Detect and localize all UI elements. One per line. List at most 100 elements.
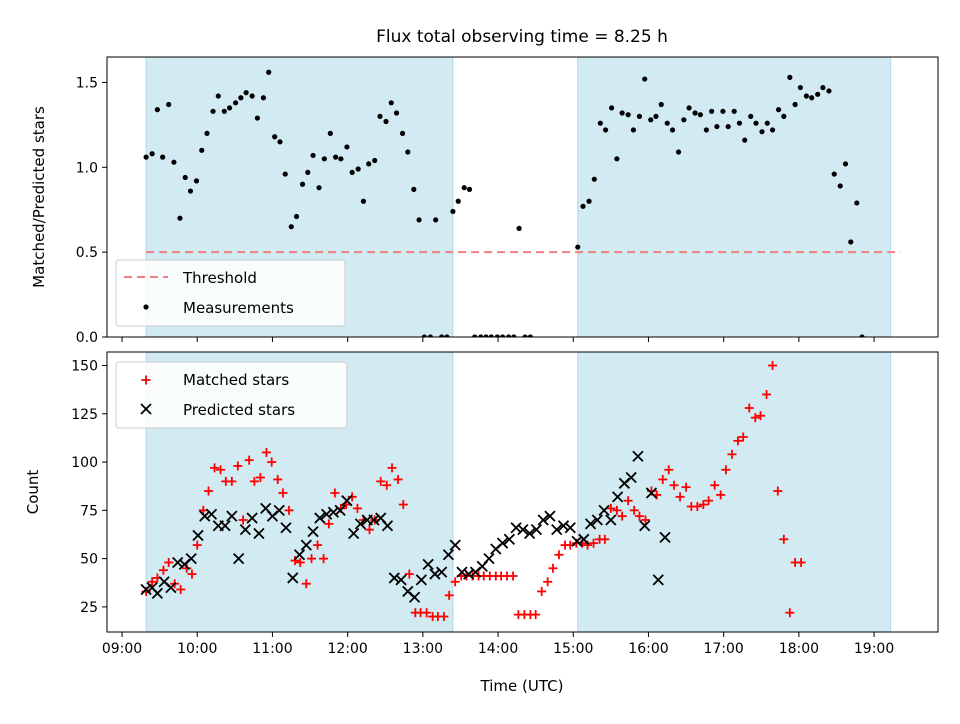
- predicted-star-point: [483, 552, 495, 565]
- measurement-point: [859, 334, 865, 337]
- matched-star-point: [744, 403, 754, 413]
- matched-star-point: [664, 465, 674, 475]
- matched-star-point: [675, 492, 685, 502]
- matched-star-point: [255, 473, 265, 483]
- measurement-point: [204, 130, 210, 136]
- measurement-point: [669, 127, 676, 133]
- measurement-point: [842, 161, 849, 167]
- measurement-point: [187, 188, 194, 194]
- measurement-point: [609, 105, 615, 111]
- measurement-point: [697, 112, 703, 118]
- measurement-point: [748, 113, 754, 119]
- matched-star-point: [768, 361, 778, 371]
- matched-star-point: [450, 577, 460, 587]
- measurement-point: [472, 334, 478, 337]
- predicted-star-point: [348, 527, 360, 540]
- predicted-star-point: [140, 583, 152, 596]
- measurement-point: [720, 108, 726, 114]
- legend-matched-label: Matched stars: [183, 371, 289, 389]
- measurement-point: [349, 169, 355, 175]
- matched-star-point: [295, 557, 305, 567]
- measurement-point: [388, 100, 394, 106]
- measurement-point: [854, 200, 860, 206]
- measurement-point: [299, 181, 306, 187]
- predicted-star-point: [436, 566, 448, 578]
- predicted-star-point: [314, 512, 326, 524]
- matched-star-point: [606, 503, 616, 513]
- matched-star-point: [238, 515, 248, 525]
- matched-star-point: [404, 569, 414, 579]
- x-tick-label: 12:00: [327, 641, 367, 657]
- matched-star-point: [508, 571, 518, 581]
- matched-star-point: [267, 457, 277, 467]
- measurement-point: [160, 154, 166, 160]
- matched-star-point: [756, 411, 766, 421]
- measurement-point: [731, 108, 737, 114]
- predicted-star-point: [632, 450, 644, 462]
- matched-star-point: [785, 608, 795, 618]
- measurement-point: [421, 334, 427, 337]
- predicted-star-point: [463, 568, 475, 580]
- x-tick-label: 11:00: [252, 641, 292, 657]
- measurement-point: [243, 90, 249, 96]
- measurement-point: [427, 334, 433, 337]
- predicted-star-point: [246, 512, 258, 524]
- matched-star-point: [382, 480, 392, 490]
- measurement-point: [166, 101, 172, 108]
- predicted-star-point: [368, 514, 380, 526]
- measurement-point: [787, 74, 793, 80]
- measurement-point: [575, 244, 581, 250]
- predicted-star-point: [496, 537, 509, 549]
- matched-star-point: [692, 501, 702, 511]
- matched-star-point: [422, 608, 432, 618]
- matched-star-point: [192, 540, 202, 550]
- matched-star-point: [698, 500, 708, 510]
- y-tick-label: 25: [80, 600, 98, 616]
- matched-star-point: [284, 505, 294, 515]
- predicted-star-point: [530, 524, 543, 536]
- measurement-point: [769, 127, 776, 133]
- measurement-point: [221, 108, 227, 114]
- measurement-point: [831, 171, 837, 177]
- x-tick-label: 19:00: [854, 641, 894, 657]
- measurement-point: [597, 120, 603, 126]
- measurement-point: [658, 101, 664, 108]
- matched-star-point: [261, 447, 271, 457]
- matched-star-point: [779, 534, 789, 544]
- matched-star-point: [210, 463, 220, 473]
- observing-window-1: [577, 56, 892, 338]
- x-tick-label: 13:00: [403, 641, 443, 657]
- measurement-point: [527, 334, 533, 337]
- measurement-point: [333, 154, 339, 160]
- predicted-star-point: [429, 568, 441, 580]
- matched-star-point: [352, 503, 362, 513]
- legend-predicted-label: Predicted stars: [183, 401, 295, 419]
- predicted-star-point: [185, 552, 197, 565]
- predicted-star-point: [598, 504, 610, 516]
- matched-star-point: [796, 557, 806, 567]
- predicted-star-point: [408, 591, 421, 603]
- measurement-point: [848, 239, 854, 245]
- predicted-star-point: [578, 533, 590, 545]
- measurement-point: [310, 152, 316, 159]
- matched-star-point: [301, 579, 311, 589]
- top-panel: 0.0 0.5 1.0 1.5 Threshold Measurements: [76, 56, 939, 346]
- measurement-point: [580, 203, 586, 209]
- x-tick-label: 14:00: [478, 641, 518, 657]
- y-tick-label: 1.5: [76, 75, 98, 91]
- matched-star-point: [612, 505, 622, 515]
- measurement-point: [511, 334, 517, 337]
- measurement-point: [360, 198, 367, 204]
- measurement-point: [266, 69, 272, 75]
- measurement-point: [260, 95, 267, 101]
- measurement-point: [494, 334, 500, 337]
- predicted-star-point: [517, 524, 529, 536]
- measurement-point: [792, 101, 798, 108]
- matched-star-point: [393, 474, 403, 484]
- measurement-point: [193, 178, 200, 184]
- predicted-star-point: [605, 514, 617, 526]
- measurement-point: [399, 130, 406, 136]
- measurement-point: [709, 108, 715, 114]
- measurement-point: [630, 127, 637, 133]
- measurement-point: [411, 186, 417, 192]
